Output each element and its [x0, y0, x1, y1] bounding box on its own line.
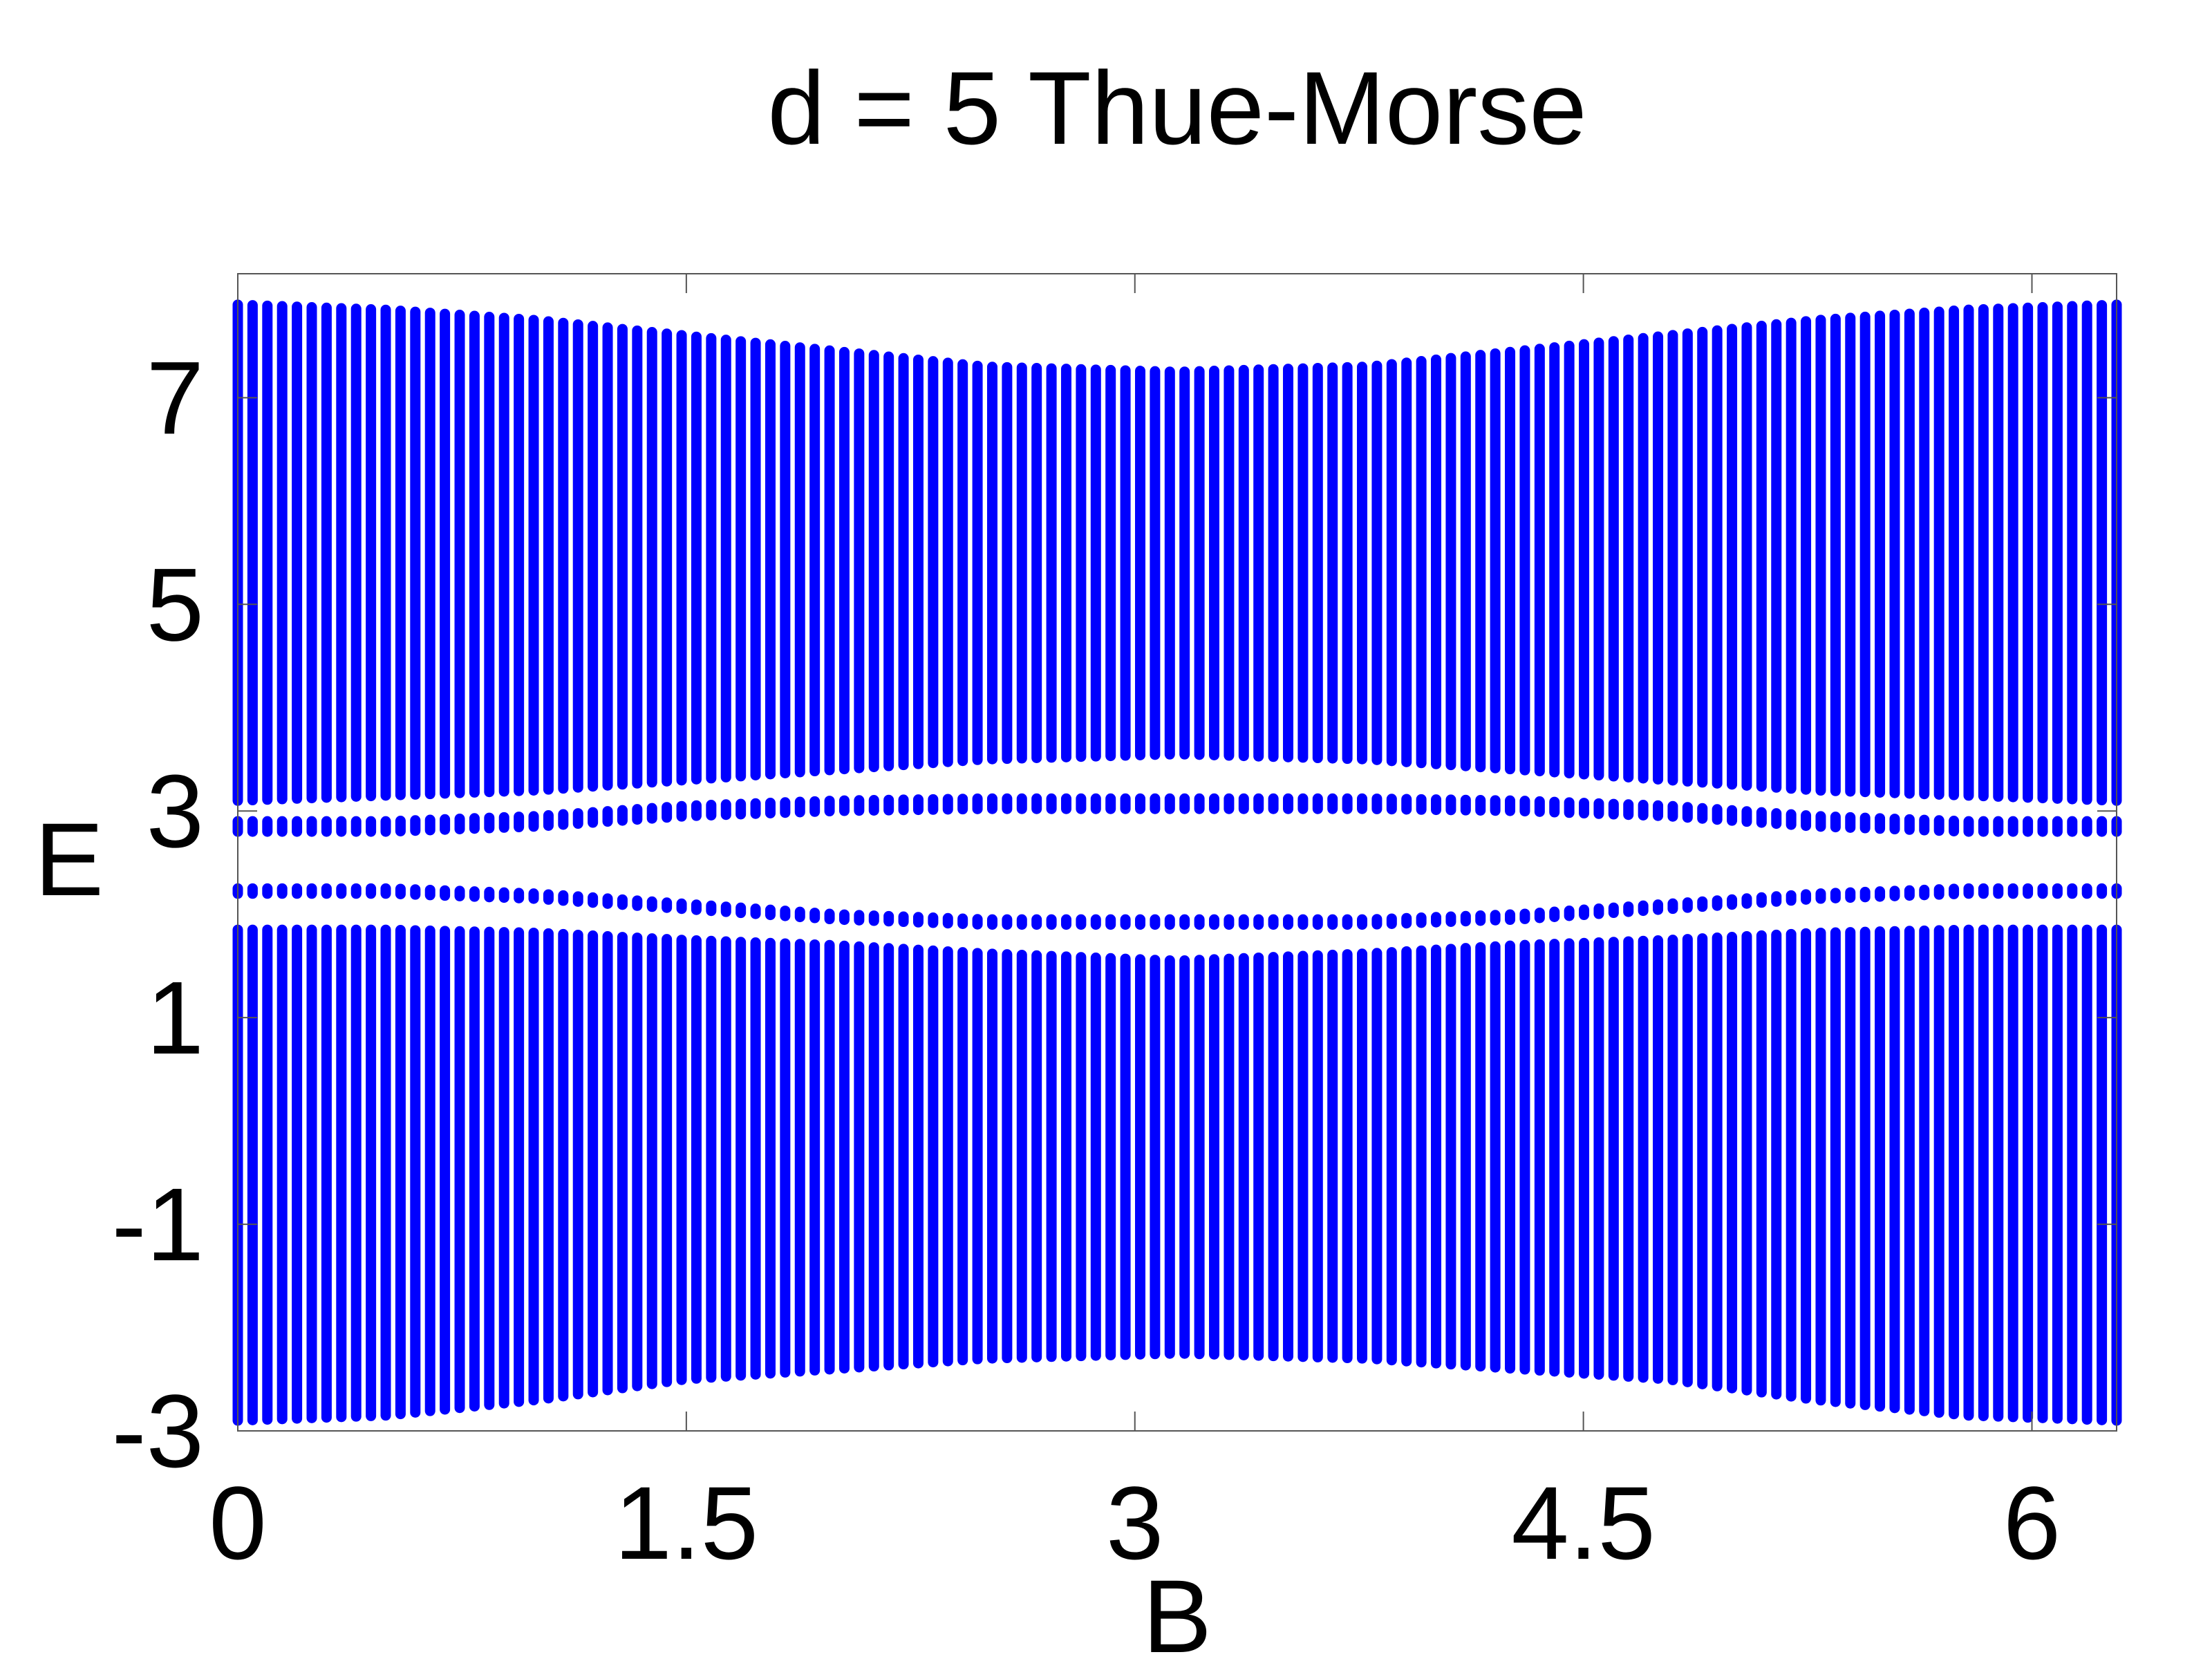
x-tick-label: 0: [209, 1465, 266, 1581]
chart-title: d = 5 Thue-Morse: [767, 50, 1586, 166]
y-tick-label: -1: [112, 1166, 204, 1282]
y-tick-label: -3: [112, 1373, 204, 1489]
x-axis-ticks: 0 1.5 3 4.5 6: [209, 274, 2061, 1581]
x-tick-label: 4.5: [1511, 1465, 1656, 1581]
x-tick-label: 3: [1106, 1465, 1163, 1581]
data-marks: [232, 299, 2122, 1426]
x-axis-label: B: [1143, 1558, 1212, 1659]
y-tick-label: 3: [147, 753, 204, 869]
y-axis-label: E: [35, 801, 104, 917]
plot-frame: [237, 273, 2117, 1432]
y-axis-ticks: -3 -1 1 3 5 7: [112, 339, 2117, 1489]
y-tick-label: 5: [147, 546, 204, 662]
y-tick-label: 1: [147, 959, 204, 1076]
x-tick-label: 6: [2003, 1465, 2061, 1581]
x-tick-label: 1.5: [615, 1465, 759, 1581]
y-tick-label: 7: [147, 339, 204, 456]
